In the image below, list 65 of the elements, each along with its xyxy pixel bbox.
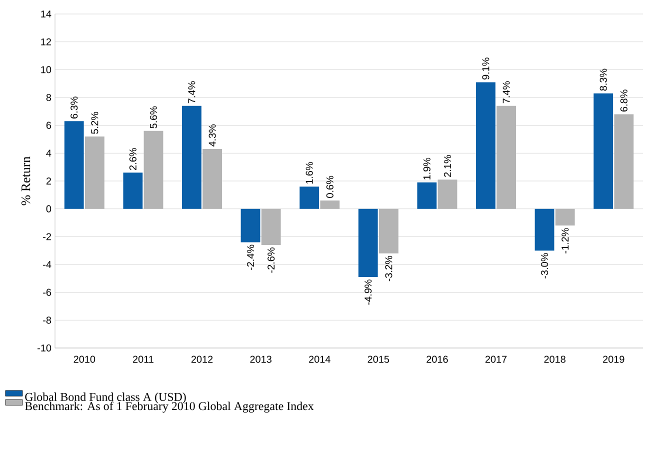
data-label: 5.6% <box>150 106 158 128</box>
x-tick-label: 2019 <box>603 356 624 363</box>
data-label: -3.2% <box>385 256 392 282</box>
y-tick-label: -2 <box>43 233 51 240</box>
bar <box>534 208 554 251</box>
y-tick-label: -4 <box>43 261 52 268</box>
y-tick-label: -6 <box>43 288 52 296</box>
y-tick-label: 6 <box>46 122 52 129</box>
y-tick-label: 8 <box>46 94 52 102</box>
y-tick-label: -8 <box>43 316 52 324</box>
bar <box>261 208 281 246</box>
x-tick-label: 2011 <box>132 356 154 363</box>
data-label: 2.6% <box>129 148 136 170</box>
bar <box>476 82 496 209</box>
data-label: -1.2% <box>562 228 569 254</box>
data-label: 7.4% <box>188 81 196 104</box>
x-tick-label: 2018 <box>544 356 566 363</box>
x-tick-label: 2013 <box>250 356 272 363</box>
y-tick-label: 4 <box>46 150 52 157</box>
y-tick-label: 12 <box>41 38 51 46</box>
y-tick-label: 0 <box>46 205 52 212</box>
bar <box>123 172 143 209</box>
bar <box>555 208 575 226</box>
bar <box>84 136 104 209</box>
bar <box>496 106 516 209</box>
y-axis-title: % Return <box>21 156 30 206</box>
bar <box>417 182 437 209</box>
data-label: 7.4% <box>502 81 510 104</box>
bar <box>358 208 378 278</box>
bar <box>378 208 398 254</box>
data-label: 9.1% <box>482 58 490 80</box>
x-tick-label: 2014 <box>309 356 330 363</box>
y-tick-label: 14 <box>41 10 52 18</box>
data-label: 1.9% <box>423 158 430 180</box>
data-label: 1.6% <box>306 162 313 184</box>
y-tick-label: 10 <box>41 66 52 74</box>
bar <box>240 208 260 242</box>
data-label: -3.0% <box>540 253 548 278</box>
x-tick-label: 2017 <box>485 356 507 363</box>
data-label: -2.6% <box>268 248 275 273</box>
bar <box>144 130 164 209</box>
bar <box>320 200 340 209</box>
x-tick-label: 2015 <box>368 356 390 363</box>
data-label: 4.3% <box>208 124 216 147</box>
data-label: -2.4% <box>247 244 254 270</box>
y-tick-label: -10 <box>38 344 52 352</box>
x-tick-label: 2016 <box>426 356 448 363</box>
x-tick-label: 2010 <box>74 356 96 363</box>
data-label: 6.3% <box>70 96 78 118</box>
bar <box>614 114 634 209</box>
bar <box>300 186 320 209</box>
bar <box>202 148 222 209</box>
bar <box>182 106 202 209</box>
bar <box>64 121 84 209</box>
data-label: 2.1% <box>444 155 452 177</box>
data-label: 6.8% <box>620 90 628 112</box>
y-tick-label: 2 <box>46 178 51 184</box>
legend-label: Benchmark: As of 1 February 2010 Global Aggregate Index <box>25 402 314 413</box>
data-label: 8.3% <box>600 68 607 91</box>
data-label: 5.2% <box>91 112 98 134</box>
bar <box>594 93 614 209</box>
data-label: 0.6% <box>326 176 334 198</box>
data-label: -4.9% <box>364 280 372 305</box>
bar <box>438 180 458 209</box>
x-tick-label: 2012 <box>191 356 213 363</box>
